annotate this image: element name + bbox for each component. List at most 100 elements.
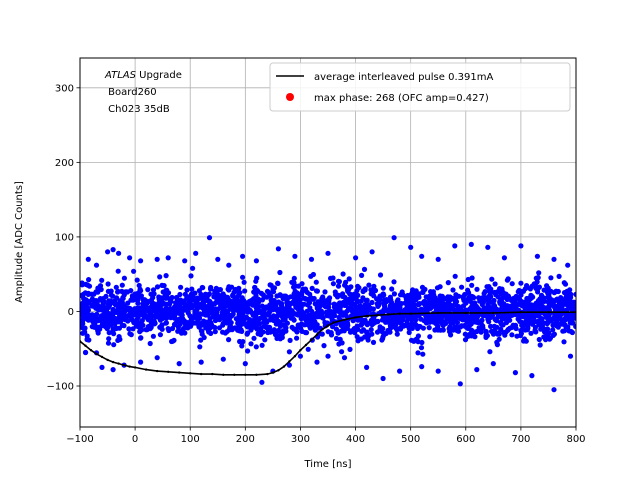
scatter-point: [150, 333, 156, 339]
scatter-point: [295, 322, 301, 328]
scatter-point: [537, 342, 543, 348]
scatter-point: [111, 342, 117, 348]
line-point: [321, 328, 324, 331]
line-point: [128, 365, 131, 368]
scatter-point: [178, 300, 184, 306]
scatter-point: [369, 331, 375, 337]
scatter-point: [294, 329, 300, 335]
scatter-point: [179, 328, 185, 334]
scatter-point: [347, 329, 354, 335]
scatter-point: [553, 288, 559, 294]
scatter-point: [448, 332, 454, 338]
scatter-point: [520, 313, 526, 319]
scatter-point: [462, 314, 468, 320]
scatter-point: [258, 308, 264, 315]
line-point: [233, 373, 236, 376]
scatter-point: [215, 256, 221, 262]
scatter-point: [343, 313, 349, 319]
scatter-point: [565, 312, 571, 318]
scatter-point: [127, 255, 133, 261]
scatter-point: [266, 309, 272, 315]
scatter-point: [485, 244, 491, 250]
scatter-point: [413, 317, 419, 323]
scatter-point: [308, 273, 314, 279]
scatter-point: [220, 356, 226, 362]
plot-frame: [79, 57, 577, 428]
scatter-point: [468, 313, 475, 319]
scatter-point: [490, 361, 496, 367]
scatter-point: [257, 315, 263, 322]
scatter-point: [144, 300, 150, 306]
scatter-point: [393, 305, 399, 311]
scatter-point: [319, 331, 325, 337]
scatter-point: [220, 329, 226, 335]
scatter-point: [400, 292, 406, 298]
scatter-point: [157, 274, 163, 280]
scatter-point: [370, 339, 377, 345]
scatter-point: [561, 290, 568, 296]
scatter-point: [271, 297, 277, 304]
line-point: [244, 373, 247, 376]
scatter-point: [286, 362, 292, 368]
scatter-point: [89, 297, 95, 303]
scatter-point: [145, 287, 151, 293]
scatter-point: [86, 277, 92, 283]
scatter-point: [491, 328, 498, 334]
scatter-point: [95, 306, 101, 312]
scatter-point: [335, 306, 341, 312]
scatter-point: [86, 300, 92, 306]
scatter-point: [487, 349, 493, 355]
scatter-point: [225, 308, 231, 314]
scatter-point: [114, 295, 120, 301]
scatter-point: [299, 292, 305, 298]
scatter-point: [138, 335, 144, 341]
scatter-point: [507, 325, 513, 331]
scatter-point: [494, 318, 500, 324]
scatter-point: [299, 301, 305, 307]
scatter-point: [314, 359, 320, 365]
scatter-point: [508, 307, 514, 313]
scatter-point: [340, 271, 346, 277]
scatter-point: [394, 331, 400, 337]
scatter-point: [108, 288, 114, 294]
scatter-point: [184, 287, 190, 293]
scatter-point: [134, 277, 140, 283]
scatter-point: [547, 336, 553, 342]
scatter-point: [139, 318, 145, 324]
scatter-point: [335, 330, 341, 336]
scatter-point: [199, 320, 205, 326]
scatter-point: [419, 364, 425, 370]
scatter-point: [491, 303, 498, 309]
scatter-point: [322, 289, 328, 295]
line-point: [343, 318, 346, 321]
scatter-point: [242, 288, 248, 294]
scatter-point: [241, 279, 247, 285]
scatter-point: [420, 351, 426, 357]
scatter-point: [339, 349, 345, 355]
scatter-point: [551, 387, 557, 393]
line-point: [200, 372, 203, 376]
scatter-point: [244, 323, 250, 329]
scatter-point: [302, 286, 309, 292]
scatter-point: [498, 319, 504, 325]
scatter-point: [115, 318, 121, 324]
scatter-point: [106, 321, 113, 327]
scatter-point: [388, 317, 394, 323]
scatter-point: [505, 313, 511, 319]
scatter-point: [88, 313, 94, 319]
line-point: [189, 372, 192, 375]
scatter-point: [197, 311, 203, 317]
scatter-point: [454, 324, 460, 330]
scatter-point: [417, 301, 423, 307]
scatter-point: [267, 317, 273, 323]
scatter-point: [365, 337, 371, 343]
scatter-point: [306, 316, 312, 322]
scatter-point: [121, 275, 127, 281]
scatter-point: [347, 346, 353, 352]
scatter-point: [354, 323, 360, 329]
scatter-point: [536, 336, 542, 343]
line-point: [409, 312, 412, 315]
scatter-point: [115, 268, 121, 274]
scatter-point: [279, 329, 285, 335]
